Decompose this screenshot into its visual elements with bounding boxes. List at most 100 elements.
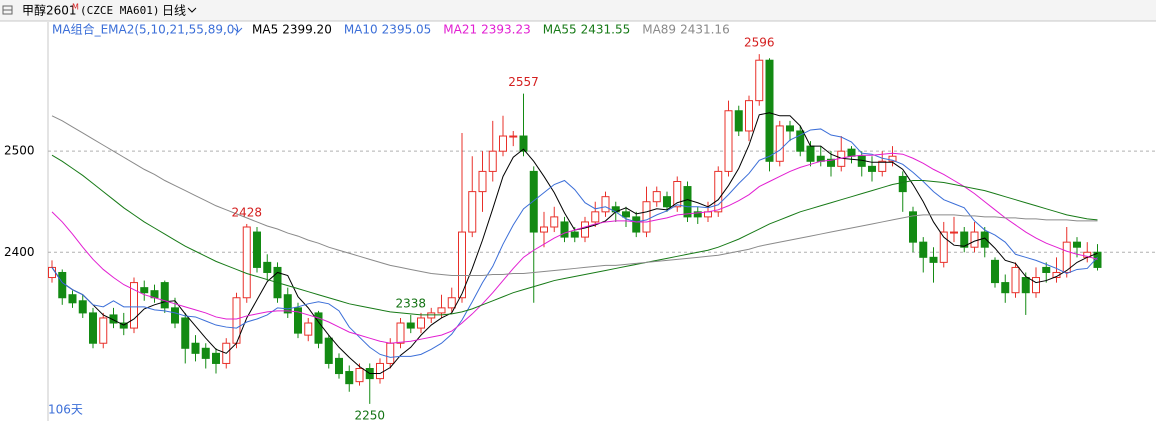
candle-down xyxy=(683,186,692,218)
candle-down xyxy=(160,282,169,309)
candle-up xyxy=(755,59,764,102)
candle-down xyxy=(909,211,917,243)
legend-name: MA10 xyxy=(344,23,378,37)
candle-up xyxy=(540,226,548,233)
candle-down xyxy=(1021,277,1030,294)
ma-line xyxy=(51,128,1098,358)
candle-down xyxy=(406,322,415,329)
candle-down xyxy=(191,342,200,354)
symbol-sup: M xyxy=(72,3,79,12)
extreme-label: 2596 xyxy=(744,36,775,50)
candle-down xyxy=(960,231,969,248)
candle-down xyxy=(1042,266,1051,273)
count-label: 106天 xyxy=(48,403,83,417)
candle-down xyxy=(991,259,999,284)
legend-value: 2399.20 xyxy=(282,23,332,37)
candle-up xyxy=(591,211,600,223)
candle-up xyxy=(447,297,456,309)
candle-down xyxy=(847,148,856,157)
candle-up xyxy=(878,160,887,172)
candle-up xyxy=(1011,266,1020,294)
candle-down xyxy=(570,231,579,238)
extreme-label: 2338 xyxy=(395,296,426,310)
legend-value: 2395.05 xyxy=(382,23,432,37)
candle-down xyxy=(529,170,538,233)
period[interactable]: 日线 xyxy=(162,4,186,18)
candle-up xyxy=(130,282,138,329)
candle-down xyxy=(796,130,805,152)
indicator-name: MA组合_EMA2(5,10,21,55,89,0) xyxy=(52,22,239,37)
candle-up xyxy=(550,216,559,228)
candle-up xyxy=(714,170,723,213)
ma-line xyxy=(51,154,1098,316)
candle-up xyxy=(355,368,364,383)
candle-up xyxy=(417,317,425,329)
symbol-code: (CZCE MA601) xyxy=(80,4,159,17)
candle-up xyxy=(468,191,477,233)
candle-up xyxy=(888,155,897,162)
candle-up xyxy=(499,135,507,152)
candle-up xyxy=(427,312,436,319)
candle-up xyxy=(396,322,405,344)
candle-down xyxy=(560,221,569,238)
candle-down xyxy=(929,256,938,263)
candle-up xyxy=(642,201,651,233)
legend-name: MA89 xyxy=(642,23,676,37)
legend-value: 2431.55 xyxy=(581,23,631,37)
legend-name: MA21 xyxy=(443,23,477,37)
candle-down xyxy=(109,314,118,324)
candle-up xyxy=(488,150,497,172)
candle-down xyxy=(68,294,77,304)
toolbar xyxy=(0,0,1156,21)
candle-up xyxy=(939,231,948,263)
candle-down xyxy=(1073,241,1081,248)
candle-down xyxy=(181,317,190,349)
candle-down xyxy=(919,241,928,258)
candle-down xyxy=(78,300,87,314)
candle-down xyxy=(827,158,835,167)
candle-down xyxy=(806,145,815,162)
candle-down xyxy=(201,347,210,359)
candle-down xyxy=(693,211,702,218)
candle-up xyxy=(970,231,979,248)
candle-down xyxy=(140,287,149,294)
candle-down xyxy=(663,196,671,208)
indicator-chevron[interactable] xyxy=(233,27,243,33)
ma-line xyxy=(51,152,1098,344)
candle-down xyxy=(1093,251,1102,268)
legend-name: MA55 xyxy=(543,23,577,37)
candle-down xyxy=(519,135,528,152)
legend-value: 2431.16 xyxy=(680,23,730,37)
candle-down xyxy=(212,352,220,364)
candle-up xyxy=(242,226,251,299)
candle-down xyxy=(171,307,179,324)
candle-down xyxy=(765,59,774,162)
extreme-label: 2557 xyxy=(508,75,539,89)
candle-up xyxy=(745,100,753,132)
period-chevron[interactable] xyxy=(187,7,197,13)
legend-value: 2393.23 xyxy=(481,23,531,37)
candle-up xyxy=(478,170,487,193)
candle-up xyxy=(724,110,733,172)
candle-up xyxy=(99,317,108,344)
candle-up xyxy=(704,211,712,218)
candle-up xyxy=(581,221,589,238)
candle-up xyxy=(601,196,610,213)
candle-down xyxy=(89,312,97,344)
candle-down xyxy=(868,165,876,172)
candle-down xyxy=(1001,282,1010,294)
candle-down xyxy=(857,155,866,167)
candle-up xyxy=(1032,277,1040,294)
y-tick-label: 2400 xyxy=(4,245,35,259)
candle-up xyxy=(652,191,661,203)
candle-up xyxy=(775,125,784,162)
legend-name: MA5 xyxy=(252,23,278,37)
symbol-name: 甲醇2601 xyxy=(22,3,77,18)
candle-down xyxy=(294,307,302,334)
candle-down xyxy=(263,261,272,273)
candle-down xyxy=(734,110,743,132)
extreme-label: 2428 xyxy=(231,205,262,219)
candle-down xyxy=(622,211,630,218)
